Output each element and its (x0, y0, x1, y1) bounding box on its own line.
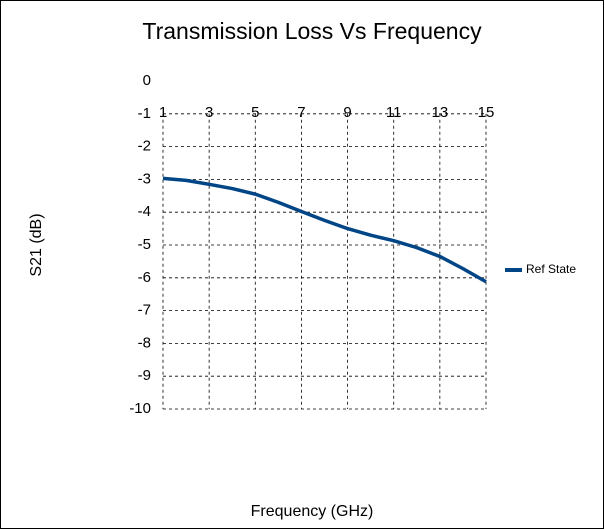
x-tick-label: 7 (297, 104, 305, 121)
y-tick-label: -10 (129, 400, 151, 417)
y-tick-label: -6 (138, 269, 151, 286)
y-tick-label: -2 (138, 138, 151, 155)
x-tick-label: 15 (478, 104, 495, 121)
y-tick-label: -7 (138, 302, 151, 319)
y-tick-label: -3 (138, 170, 151, 187)
y-tick-label: -9 (138, 367, 151, 384)
x-tick-label: 13 (432, 104, 449, 121)
data-line (162, 176, 487, 284)
x-axis-label: Frequency (GHz) (251, 503, 374, 520)
x-tick-label: 9 (343, 104, 351, 121)
y-axis-label: S21 (dB) (28, 213, 45, 276)
y-tick-label: -1 (138, 105, 151, 122)
y-tick-label: -4 (138, 203, 151, 220)
x-tick-label: 11 (386, 104, 402, 121)
y-tick-label: 0 (143, 72, 151, 89)
y-tick-label: -5 (138, 236, 151, 253)
x-tick-label: 1 (159, 104, 167, 121)
chart-title: Transmission Loss Vs Frequency (142, 18, 482, 44)
y-tick-label: -8 (138, 334, 151, 351)
x-tick-label: 3 (205, 104, 213, 121)
legend-label: Ref State (526, 262, 576, 276)
x-tick-label: 5 (251, 104, 259, 121)
